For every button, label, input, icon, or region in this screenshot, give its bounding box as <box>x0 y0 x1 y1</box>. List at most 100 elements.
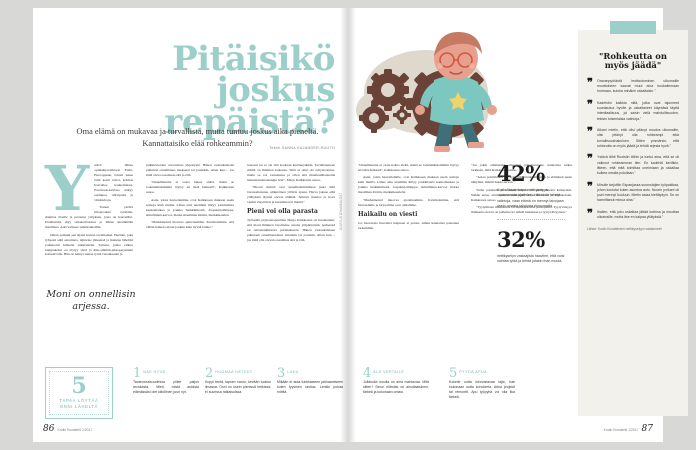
tip-item: 1 NÄE HYVÄ Tavanomaisuudessa piilee palj… <box>133 366 199 395</box>
stat-number: 42% <box>497 161 545 186</box>
tip-title: NÄE HYVÄ <box>143 370 166 374</box>
sidebar-quote-item: ❞ Ihailen, että joku uskaltaa jättää kot… <box>587 206 679 221</box>
tip-header: 5 PYYDÄ APUA <box>449 366 515 381</box>
paragraph: "Onnellisuutta ei osata hakea sieltä, mi… <box>358 163 459 172</box>
paragraph: "Asian pohtiminen voi synnyttää muutosmu… <box>471 175 572 185</box>
paragraph: "Markkinointi mouvaa ajatteluamme. Kuvit… <box>146 220 234 230</box>
paragraph: "Jos jokin elämässäsi aiheuttaa pahoinvo… <box>471 163 572 172</box>
tips-badge-line-1: TAPAA LÖYTÄÄ <box>59 397 99 403</box>
body-column-r1: "Onnellisuutta ei osata hakea sieltä, mi… <box>358 163 459 359</box>
tip-header: 2 HUOMAA HETKET <box>205 366 271 381</box>
article-headline: Pitäisikö joskus repäistä? <box>45 42 335 142</box>
body-columns-left: Y stävä lähtee opiskelijavaihtoon Etelä-… <box>45 152 337 359</box>
illustration-credit: KUVITUS JOHANNA ÖST <box>339 192 343 230</box>
body-column-a: Y stävä lähtee opiskelijavaihtoon Etelä-… <box>45 152 133 281</box>
paragraph: noussut tai ei ole sitä koskaan kertäney… <box>247 163 335 182</box>
tip-body: Kuppi teetä, lapsen nauru, kevään tuoksu… <box>205 379 271 395</box>
tip-item: 5 PYYDÄ APUA Kokeile uutta kiinnostavaa … <box>449 366 515 401</box>
page-number: 86 <box>43 424 55 434</box>
tip-header: 3 LIIKU <box>277 366 343 381</box>
page-left <box>33 8 348 442</box>
tip-title: HUOMAA HETKET <box>215 370 253 374</box>
tips-band: 5 TAPAA LÖYTÄÄ ONNI LÄHELTÄ 1 NÄE HYVÄ T… <box>45 367 543 419</box>
footer-right: Kodin Kuvalehti 1/2017 87 <box>604 424 653 434</box>
tip-body: Kokeile uutta kiinnostavaa lajia, hae ko… <box>449 379 515 400</box>
paragraph: Jos haaveesta haaveilet kaipuusi ei pois… <box>358 220 459 230</box>
paragraph: stävä lähtee opiskelijavaihtoon Etelä-Eu… <box>94 163 133 202</box>
paragraph: "Onnellisuutta ei osata hakea sieltä, mi… <box>146 180 234 195</box>
paragraph: julkkisvieraita arvostettua järjestystä.… <box>146 163 234 177</box>
tip-title: LIIKU <box>287 370 299 374</box>
headline-line-2: repäistä? <box>164 101 335 142</box>
quote-mark-icon: ❞ <box>587 97 593 111</box>
pull-quote: Moni on onnellisin arjessa. <box>46 289 136 312</box>
tip-body: Jollakulla muulla on aina mahtavaa. Mitä… <box>363 379 429 395</box>
tip-body: Mikään ei auta tunkkaiseen jahkaamiseen … <box>277 379 343 395</box>
tip-body: Tavanomaisuudessa piilee paljon arvokast… <box>133 379 199 395</box>
paragraph: Oman polkuni sen sijaan katson tavallise… <box>45 232 133 257</box>
subheading-pieni: Pieni voi olla parasta <box>247 208 318 216</box>
person-figure <box>415 32 497 152</box>
drop-cap: Y <box>45 152 90 225</box>
subheading-haikailu: Haikailu on viesti <box>358 210 418 218</box>
paragraph: Asiat, joista haaveilemme, ovat Kalkkose… <box>358 175 459 195</box>
sidebar-box: "Rohkeutta on myös jäädä" ❞ Oravanpyöräs… <box>578 21 688 416</box>
gear-small <box>359 103 389 133</box>
stat-number: 32% <box>497 226 545 252</box>
tip-number: 2 <box>205 366 214 381</box>
body-column-c: noussut tai ei ole sitä koskaan kertäney… <box>247 163 335 359</box>
paragraph: Työssään psykoterapeuttina Marja Kalkkon… <box>247 218 335 243</box>
paragraph: "Tyytymisen ilmaisuutta tai nimikerkoima… <box>471 205 572 215</box>
sidebar-quote-item: ❞ Ystävä lähti Ruotsiin töihin ja tuntui… <box>587 152 679 176</box>
tips-badge: 5 TAPAA LÖYTÄÄ ONNI LÄHELTÄ <box>45 367 113 419</box>
tips-badge-number: 5 <box>71 373 87 400</box>
sidebar-quote-item: ❞ Kadehdin kaikkia niitä, jotka ovat taj… <box>587 97 679 122</box>
paragraph: Asiat, joista haaveilemme, ovat Kalkkose… <box>146 197 234 217</box>
body-column-r2: "Jos jokin elämässäsi aiheuttaa pahoinvo… <box>471 163 572 359</box>
tip-item: 4 ÄLÄ VERTAILE Jollakulla muulla on aina… <box>363 367 429 395</box>
sidebar-title-line-1: "Rohkeutta on <box>599 51 667 61</box>
body-columns-right: "Onnellisuutta ei osata hakea sieltä, mi… <box>358 163 583 359</box>
sidebar-quote-text: Aikani mietin, että olisi pitänyt muutos… <box>597 128 679 148</box>
sidebar-quote-text: Ystävä lähti Ruotsiin töihin ja tuntui a… <box>597 155 679 176</box>
publication-name: Kodin Kuvalehti 1/2017 <box>57 428 93 432</box>
article-byline: Teksti SANNA KAJANDER-RUUTH <box>269 146 335 150</box>
statistics-block: 42% Kodin Kuvalehden nettikyselyyn vasta… <box>497 163 565 264</box>
gear-tiny <box>393 106 411 124</box>
tip-header: 4 ÄLÄ VERTAILE <box>363 367 429 380</box>
quote-mark-icon: ❞ <box>587 75 593 89</box>
stat-divider <box>497 218 565 220</box>
sidebar-quote-item: ❞ Minulle tarjottiin Espanjassa suurusta… <box>587 179 679 204</box>
tip-title: ÄLÄ VERTAILE <box>373 370 405 374</box>
stat-item: 32% nettikyselyn vastaajista haavilee, e… <box>497 229 565 265</box>
hero-illustration <box>330 18 505 170</box>
sidebar-quote-item: ❞ Aikani mietin, että olisi pitänyt muut… <box>587 125 679 149</box>
quote-mark-icon: ❞ <box>587 179 593 193</box>
body-column-b: julkkisvieraita arvostettua järjestystä.… <box>146 163 234 359</box>
article-deck: Oma elämä on mukavaa ja turvallista, mut… <box>76 127 319 149</box>
quote-mark-icon: ❞ <box>587 125 593 138</box>
footer-left: 86 Kodin Kuvalehti 1/2017 <box>43 424 92 434</box>
paragraph: "Markkinointi muovaa ajatteluamme. Kuvit… <box>358 197 459 207</box>
tips-badge-line-2: ONNI LÄHELTÄ <box>59 403 99 409</box>
sidebar-quote-text: Oravanpyörästä irrottautuminen ulkomaill… <box>597 78 679 94</box>
sidebar-title: "Rohkeutta on myös jäädä" <box>587 51 679 71</box>
sidebar-quote-text: Ihailen, että joku uskaltaa jättää kotin… <box>597 209 679 220</box>
sidebar-quote-item: ❞ Oravanpyörästä irrottautuminen ulkomai… <box>587 75 679 95</box>
paragraph: "Moont meistä ovat unnellistummillaan ju… <box>247 185 335 205</box>
quote-mark-icon: ❞ <box>587 152 593 166</box>
sidebar-title-line-2: myös jäädä" <box>604 60 662 71</box>
paragraph: Toinen ystävä irtisanoutuu työstään, muu… <box>45 205 133 230</box>
tip-item: 3 LIIKU Mikään ei auta tunkkaiseen jahka… <box>277 366 343 395</box>
sidebar-source: Lähde: Kodin Kuvalehden nettikyselyyn va… <box>587 227 662 232</box>
tip-number: 1 <box>133 366 142 381</box>
quote-mark-icon: ❞ <box>587 206 593 220</box>
stat-caption: Kodin Kuvalehden nettikyselyyn vastannei… <box>497 188 564 209</box>
paragraph: Turha jossittelu ja sisäinen kaipuu voi … <box>471 187 572 202</box>
tip-number: 5 <box>449 366 458 381</box>
tip-header: 1 NÄE HYVÄ <box>133 366 199 381</box>
tip-number: 3 <box>277 366 286 381</box>
gear-medium <box>367 69 410 111</box>
headline-line-1: Pitäisikö joskus <box>172 39 335 111</box>
